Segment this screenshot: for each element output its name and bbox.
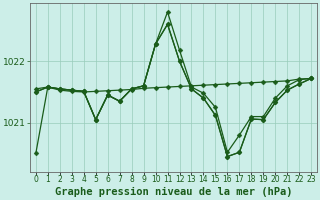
X-axis label: Graphe pression niveau de la mer (hPa): Graphe pression niveau de la mer (hPa) — [55, 187, 292, 197]
